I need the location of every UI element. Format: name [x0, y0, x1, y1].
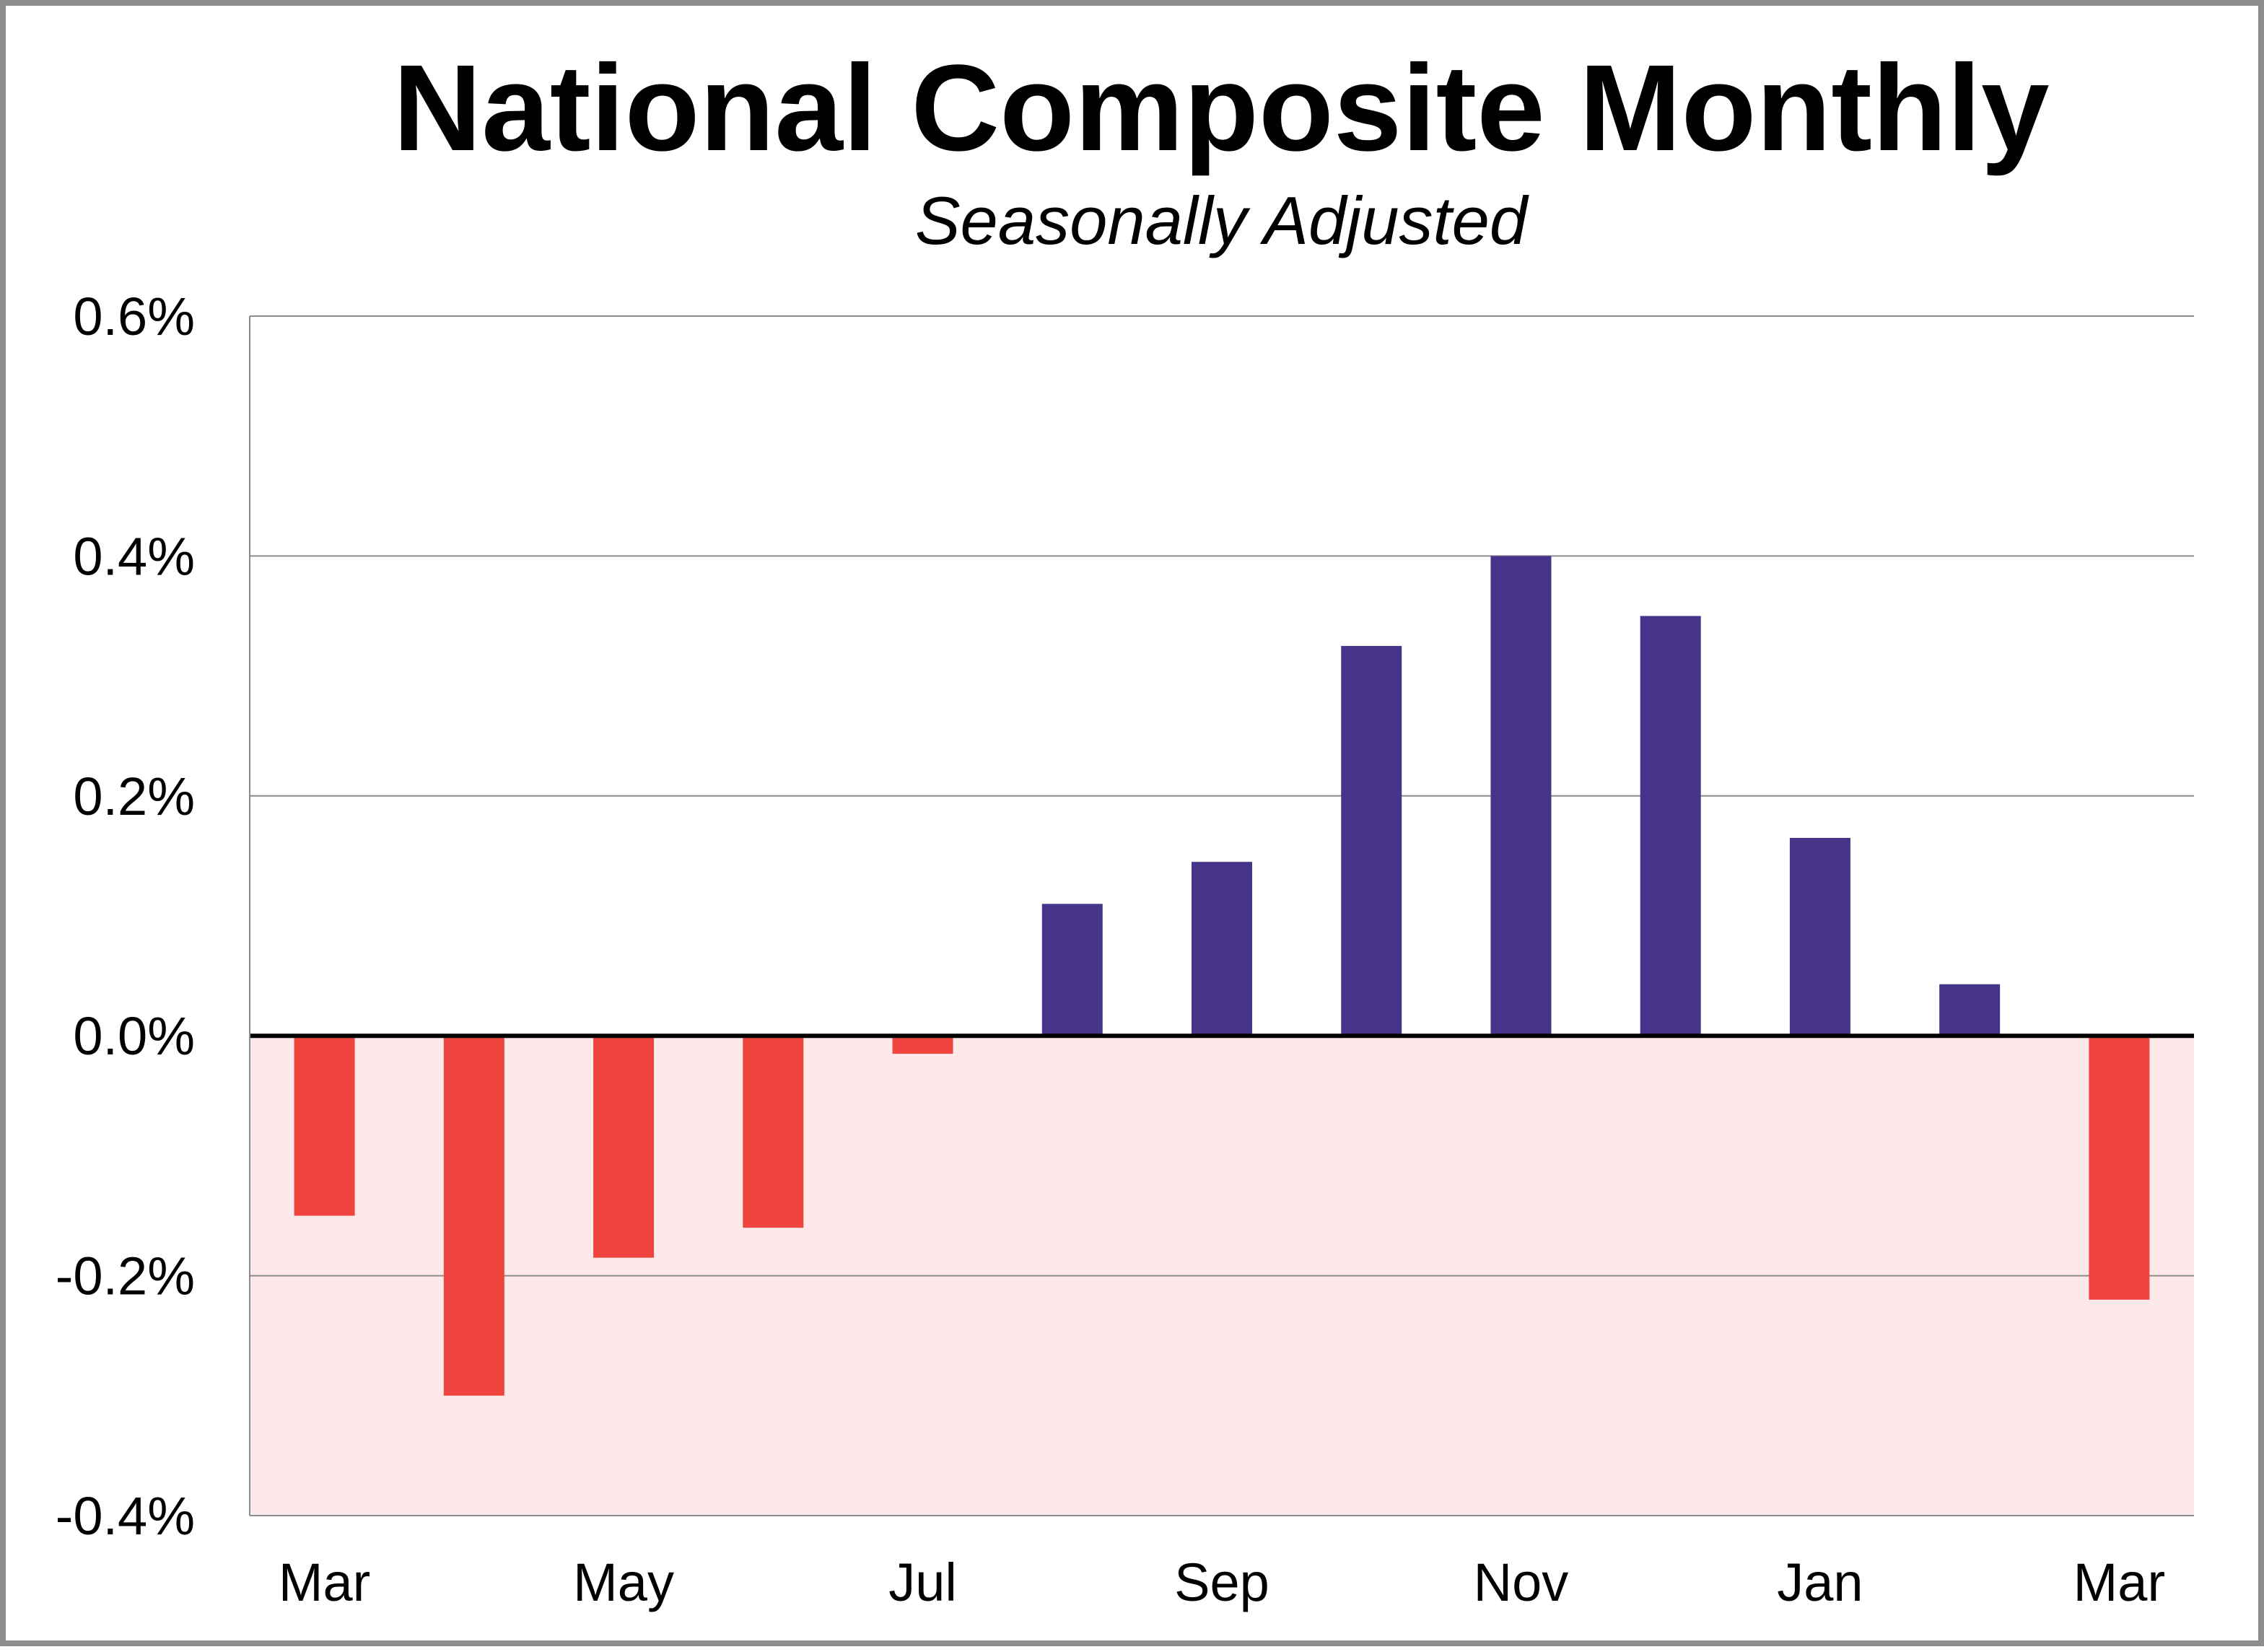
- bar-mar-12: [2089, 1036, 2150, 1300]
- bar-mar-0: [294, 1036, 355, 1216]
- x-tick-label: May: [573, 1552, 674, 1612]
- bars: [294, 556, 2150, 1396]
- chart-subtitle: Seasonally Adjusted: [915, 183, 1529, 258]
- y-tick-label: 0.0%: [73, 1006, 195, 1066]
- x-axis-ticks: Mar May Jul Sep Nov Jan Mar: [279, 1552, 2165, 1612]
- bar-may-2: [593, 1036, 655, 1258]
- bar-aug-5: [1041, 904, 1103, 1036]
- bar-jan-10: [1789, 837, 1850, 1036]
- bar-jul-4: [892, 1036, 953, 1054]
- x-tick-label: Sep: [1174, 1552, 1269, 1612]
- bar-nov-8: [1490, 556, 1552, 1036]
- x-tick-label: Jul: [888, 1552, 957, 1612]
- x-tick-label: Nov: [1474, 1552, 1569, 1612]
- x-tick-label: Jan: [1777, 1552, 1863, 1612]
- chart-title: National Composite Monthly: [393, 40, 2050, 177]
- bar-jun-3: [743, 1036, 804, 1228]
- y-tick-label: 0.4%: [73, 526, 195, 586]
- bar-oct-7: [1341, 646, 1402, 1036]
- bar-sep-6: [1192, 862, 1252, 1036]
- gridlines: [250, 315, 2194, 1516]
- bar-feb-11: [1939, 984, 2001, 1036]
- y-axis-ticks: 0.6% 0.4% 0.2% 0.0% -0.2% -0.4%: [56, 287, 195, 1546]
- bar-dec-9: [1640, 616, 1701, 1036]
- y-tick-label: 0.2%: [73, 766, 195, 826]
- chart-canvas: National Composite Monthly Seasonally Ad…: [56, 40, 2194, 1612]
- y-tick-label: -0.4%: [56, 1486, 195, 1546]
- y-tick-label: -0.2%: [56, 1246, 195, 1306]
- y-tick-label: 0.6%: [73, 287, 195, 346]
- bar-apr-1: [443, 1036, 504, 1396]
- x-tick-label: Mar: [279, 1552, 370, 1612]
- x-tick-label: Mar: [2073, 1552, 2165, 1612]
